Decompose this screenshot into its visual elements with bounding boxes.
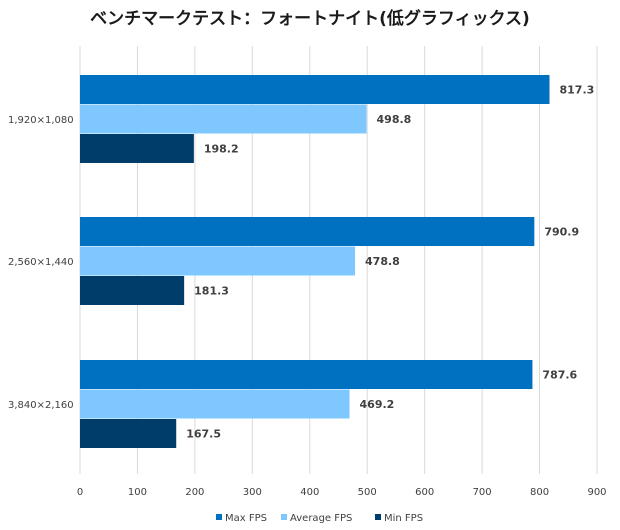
x-axis: 0 100 200 300 400 500 600 700 800 900 [77,487,607,498]
x-tick-label: 300 [243,487,262,498]
x-tick-label: 400 [300,487,319,498]
legend-label: Average FPS [290,513,352,524]
category-label: 1,920×1,080 [8,115,74,126]
bars: 817.3 498.8 198.2 790.9 478.8 181.3 787.6 469.2… [80,75,594,448]
data-label: 167.5 [186,428,221,441]
x-tick-label: 800 [530,487,549,498]
data-label: 787.6 [542,369,577,382]
data-label: 469.2 [360,398,395,411]
legend-swatch [216,514,222,520]
legend-swatch [375,514,381,520]
data-label: 478.8 [365,255,400,268]
x-tick-label: 0 [77,487,83,498]
data-label: 790.9 [544,226,579,239]
x-tick-label: 900 [587,487,606,498]
bar [80,134,194,163]
data-label: 198.2 [204,143,239,156]
bar [80,217,535,246]
y-axis: 1,920×1,080 2,560×1,440 3,840×2,160 [8,115,74,411]
legend-label: Max FPS [225,513,267,524]
data-label: 498.8 [377,113,412,126]
legend: Max FPS Average FPS Min FPS [216,513,423,524]
chart-title: ベンチマークテスト：フォートナイト(低グラフィックス) [90,8,530,29]
legend-label: Min FPS [384,513,423,524]
category-label: 2,560×1,440 [8,257,74,268]
x-tick-label: 700 [473,487,492,498]
x-tick-label: 500 [358,487,377,498]
bar [80,419,177,448]
bar [80,276,185,305]
x-tick-label: 100 [128,487,147,498]
legend-swatch [281,514,287,520]
bar [80,75,550,104]
bar [80,246,356,276]
bar [80,389,350,419]
x-tick-label: 600 [415,487,434,498]
data-label: 181.3 [194,285,229,298]
bar [80,360,533,389]
category-label: 3,840×2,160 [8,400,74,411]
x-tick-label: 200 [185,487,204,498]
bar [80,104,367,134]
data-label: 817.3 [559,84,594,97]
